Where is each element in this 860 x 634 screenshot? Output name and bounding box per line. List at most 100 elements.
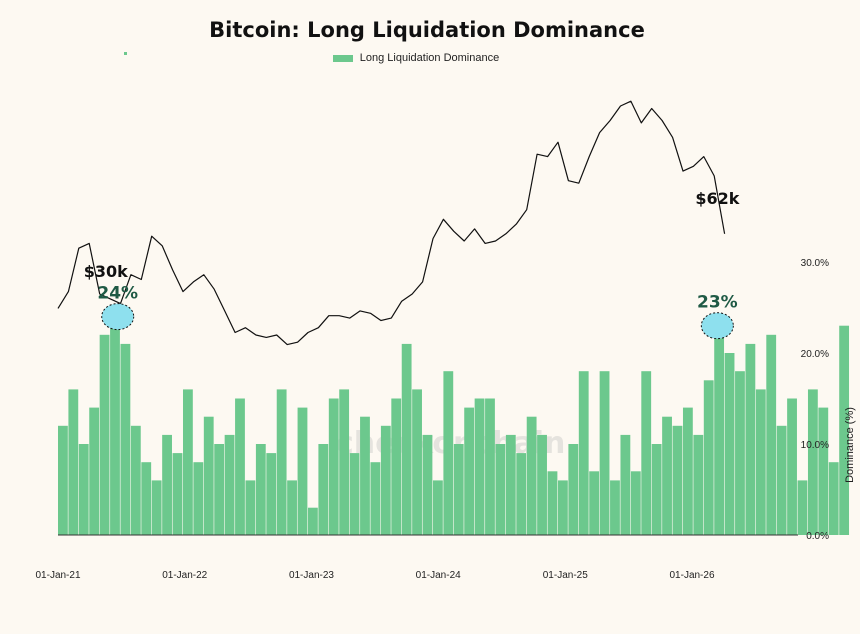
dominance-bar [401, 343, 412, 535]
dominance-bar [714, 334, 725, 535]
dominance-bar [360, 416, 370, 535]
dominance-bar [266, 453, 277, 535]
dominance-bar [297, 407, 308, 535]
dominance-bar [578, 371, 589, 535]
dominance-bar [766, 334, 777, 535]
dominance-bar [662, 416, 672, 535]
dominance-bar [672, 425, 683, 535]
y-tick-layer: 0.0% 10.0% 20.0% 30.0% [801, 258, 829, 542]
dominance-bar [807, 389, 818, 535]
dominance-bar [172, 453, 183, 535]
dominance-bar [547, 471, 558, 535]
y-axis-label: Dominance (%) [844, 407, 856, 483]
dominance-bar [245, 480, 256, 535]
dominance-bar [110, 316, 120, 535]
y-tick-label: 20.0% [801, 349, 829, 360]
dominance-bar [235, 398, 245, 535]
x-tick-label: 01-Jan-24 [416, 570, 461, 581]
dominance-bar [307, 507, 318, 535]
dominance-bar [485, 398, 495, 535]
dominance-bar [464, 407, 475, 535]
annotation-layer: $30k 24% 23% $62k [84, 189, 740, 340]
dominance-bar [203, 416, 214, 535]
dominance-bar [537, 434, 547, 535]
x-tick-layer: 01-Jan-21 01-Jan-22 01-Jan-23 01-Jan-24 01-J… [35, 570, 714, 581]
dominance-bar [99, 334, 110, 535]
dominance-bar [568, 444, 579, 535]
dominance-bar [193, 462, 204, 535]
y-tick-label: 30.0% [801, 258, 829, 269]
price-line [57, 100, 726, 346]
dominance-bar [599, 371, 610, 535]
dominance-bar [255, 444, 266, 535]
dominance-bar [828, 462, 839, 535]
y-tick-label: 10.0% [801, 440, 829, 451]
dominance-bar [526, 416, 537, 535]
dominance-bar [58, 425, 68, 535]
price-callout: $62k [695, 189, 739, 208]
dominance-bar [776, 425, 787, 535]
dominance-bar [630, 471, 641, 535]
dominance-bar [89, 407, 100, 535]
highlight-ellipse [101, 303, 135, 331]
price-line-layer [57, 100, 726, 346]
dominance-bar [443, 371, 454, 535]
dominance-bar [703, 380, 714, 535]
dominance-bar [78, 444, 89, 535]
dominance-bar [370, 462, 381, 535]
legend-marker-dot [124, 52, 127, 55]
dominance-bar [724, 353, 735, 535]
dominance-bar [495, 444, 506, 535]
legend-swatch [332, 54, 353, 62]
highlight-ellipse [700, 312, 734, 340]
dominance-bar [141, 462, 152, 535]
dominance-bar [412, 389, 422, 535]
x-tick-label: 01-Jan-21 [35, 570, 80, 581]
x-tick-label: 01-Jan-22 [162, 570, 207, 581]
dominance-bar [745, 343, 756, 535]
dominance-bar [651, 444, 662, 535]
dominance-bar [516, 453, 527, 535]
dominance-bar [755, 389, 766, 535]
dominance-bar [380, 425, 391, 535]
dominance-bar [589, 471, 600, 535]
dominance-bar [453, 444, 464, 535]
dominance-bar [693, 434, 704, 535]
dominance-bar [130, 425, 141, 535]
dominance-bar [151, 480, 162, 535]
dominance-bar [474, 398, 485, 535]
dominance-bar [339, 389, 350, 535]
x-tick-label: 01-Jan-25 [543, 570, 588, 581]
dominance-callout: 23% [697, 293, 738, 313]
dominance-bar [68, 389, 79, 535]
dominance-bar [287, 480, 297, 535]
chart-title: Bitcoin: Long Liquidation Dominance [209, 18, 645, 42]
price-callout: $30k [84, 262, 128, 281]
dominance-bar [224, 434, 235, 535]
dominance-bar [641, 371, 652, 535]
dominance-bar [214, 444, 225, 535]
legend-label: Long Liquidation Dominance [359, 52, 500, 64]
dominance-callout: 24% [97, 284, 138, 304]
dominance-bar [432, 480, 443, 535]
dominance-bar [276, 389, 287, 535]
dominance-bar [839, 325, 850, 535]
dominance-bar [162, 434, 172, 535]
dominance-bar [735, 371, 745, 535]
dominance-bar [620, 434, 631, 535]
dominance-bar [557, 480, 568, 535]
dominance-bar [505, 434, 516, 535]
dominance-bar [120, 343, 131, 535]
legend: Long Liquidation Dominance [0, 52, 832, 64]
x-tick-label: 01-Jan-26 [669, 570, 714, 581]
dominance-area-layer [58, 316, 850, 535]
dominance-bar [349, 453, 360, 535]
dominance-bar [787, 398, 797, 535]
y-tick-label: 0.0% [806, 531, 829, 542]
dominance-bar [391, 398, 402, 535]
dominance-bar [818, 407, 829, 535]
dominance-bar [797, 480, 808, 535]
dominance-bar [610, 480, 620, 535]
dominance-bar [318, 444, 329, 535]
